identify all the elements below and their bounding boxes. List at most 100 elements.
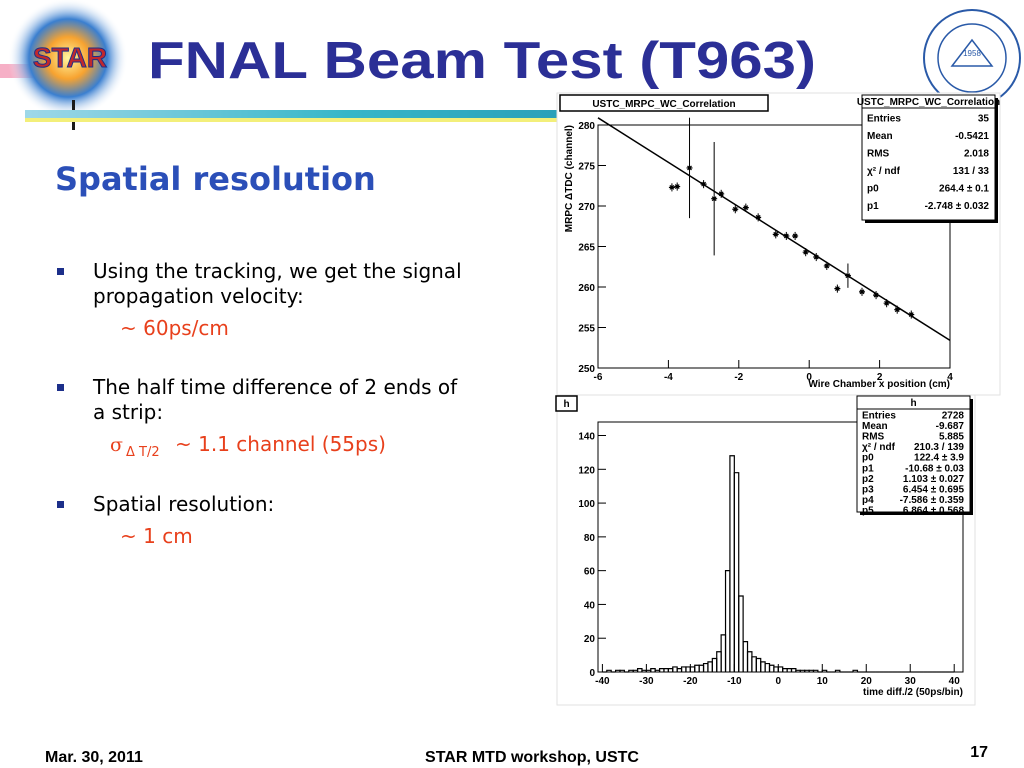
sub-subscript: Δ T/2 <box>126 445 160 460</box>
data-point <box>859 289 865 295</box>
stats-key: p3 <box>862 485 874 496</box>
data-point <box>674 184 681 189</box>
stats-key: RMS <box>867 148 890 159</box>
histogram-bin <box>852 669 859 672</box>
plot-title: h <box>563 399 569 410</box>
bullet-text: Spatial resolution: <box>93 492 274 516</box>
bullet-text: a strip: <box>93 400 163 424</box>
data-point <box>813 254 820 260</box>
x-tick-label: 2 <box>877 372 883 383</box>
seal-year: 1958 <box>963 49 981 58</box>
sub-text: ~ 1 cm <box>120 524 193 548</box>
x-tick-label: -4 <box>664 372 673 383</box>
sub-text: ~ 60ps/cm <box>120 316 229 340</box>
stats-value: 264.4 ± 0.1 <box>939 183 989 194</box>
y-axis-label: MRPC ΔTDC (channel) <box>564 125 575 232</box>
slide-title: FNAL Beam Test (T963) <box>148 32 816 90</box>
y-tick-label: 60 <box>584 567 596 578</box>
histogram-bin <box>619 669 625 672</box>
histogram-bin <box>812 669 819 672</box>
sub-symbol: σ <box>110 434 123 456</box>
stats-key: p0 <box>862 453 874 464</box>
x-tick-label: 20 <box>861 676 873 687</box>
y-tick-label: 20 <box>584 634 596 645</box>
histogram-bin <box>733 472 740 672</box>
stats-key: χ² / ndf <box>862 442 896 453</box>
logo-text: STAR <box>33 42 107 73</box>
stats-value: -2.748 ± 0.032 <box>925 201 990 212</box>
data-point <box>686 165 693 171</box>
data-point <box>755 214 762 220</box>
stats-box <box>861 94 996 221</box>
plot-title-box <box>559 94 769 112</box>
x-axis-label: Wire Chamber x position (cm) <box>808 379 950 390</box>
bullet-marker <box>57 268 64 275</box>
seal-inner <box>937 23 1007 93</box>
title-rule <box>25 110 565 118</box>
stats-key: RMS <box>862 432 885 443</box>
y-tick-label: 265 <box>578 243 595 254</box>
y-tick-label: 255 <box>578 324 595 335</box>
stats-key: Entries <box>867 113 901 124</box>
stats-key: Mean <box>867 131 893 142</box>
university-logo: 1958 <box>923 9 1021 107</box>
plot-title-box <box>555 395 578 412</box>
data-point <box>894 307 901 313</box>
data-point <box>668 184 675 190</box>
x-tick-label: -20 <box>683 676 698 687</box>
data-point <box>834 286 841 292</box>
stats-title: USTC_MRPC_WC_Correlation <box>857 97 1000 108</box>
x-tick-label: -2 <box>734 372 743 383</box>
data-point <box>792 233 799 239</box>
data-point <box>772 231 779 237</box>
stats-key: p2 <box>862 474 874 485</box>
y-tick-label: 0 <box>589 668 595 679</box>
x-tick-label: -40 <box>595 676 610 687</box>
sub-text: ~ 1.1 channel (55ps) <box>175 432 386 456</box>
stats-value: -10.68 ± 0.03 <box>905 463 964 474</box>
plot-title: USTC_MRPC_WC_Correlation <box>592 99 735 110</box>
footer-event: STAR MTD workshop, USTC <box>425 749 639 766</box>
x-tick-label: 0 <box>806 372 812 383</box>
stats-value: 6.454 ± 0.695 <box>903 485 965 496</box>
data-point <box>823 263 830 269</box>
x-tick-label: 40 <box>949 676 961 687</box>
stats-value: -9.687 <box>936 421 965 432</box>
stats-key: Entries <box>862 410 896 421</box>
histogram-bin <box>738 595 744 672</box>
stats-value: 210.3 / 139 <box>914 442 964 453</box>
stats-key: Mean <box>862 421 888 432</box>
seal-emblem <box>950 38 994 67</box>
data-point <box>732 206 739 212</box>
x-axis-label: time diff./2 (50ps/bin) <box>863 687 963 698</box>
stats-key: p1 <box>867 201 879 212</box>
y-tick-label: 260 <box>578 283 595 294</box>
stats-value: 1.103 ± 0.027 <box>903 474 965 485</box>
y-tick-label: 280 <box>578 121 595 132</box>
stats-key: p0 <box>867 183 879 194</box>
data-point <box>711 196 718 202</box>
data-point <box>742 205 749 211</box>
bullet-text: propagation velocity: <box>93 284 304 308</box>
histogram-bin <box>821 669 828 672</box>
stats-value: 6.864 ± 0.568 <box>903 506 965 517</box>
x-tick-label: -10 <box>727 676 742 687</box>
x-tick-label: 4 <box>947 372 953 383</box>
title-rule-accent <box>25 118 565 122</box>
data-point <box>873 292 880 298</box>
fit-line <box>597 117 951 342</box>
y-tick-label: 40 <box>584 600 596 611</box>
data-point <box>700 181 707 187</box>
x-tick-label: 30 <box>905 676 917 687</box>
stats-value: 5.885 <box>939 432 964 443</box>
stats-value: 2.018 <box>964 148 989 159</box>
bullet-marker <box>57 384 64 391</box>
data-point <box>802 249 809 255</box>
section-title: Spatial resolution <box>55 160 376 198</box>
data-point <box>718 191 725 197</box>
stats-key: χ² / ndf <box>867 166 901 177</box>
y-tick-label: 120 <box>578 465 595 476</box>
histogram-bin <box>834 669 841 672</box>
